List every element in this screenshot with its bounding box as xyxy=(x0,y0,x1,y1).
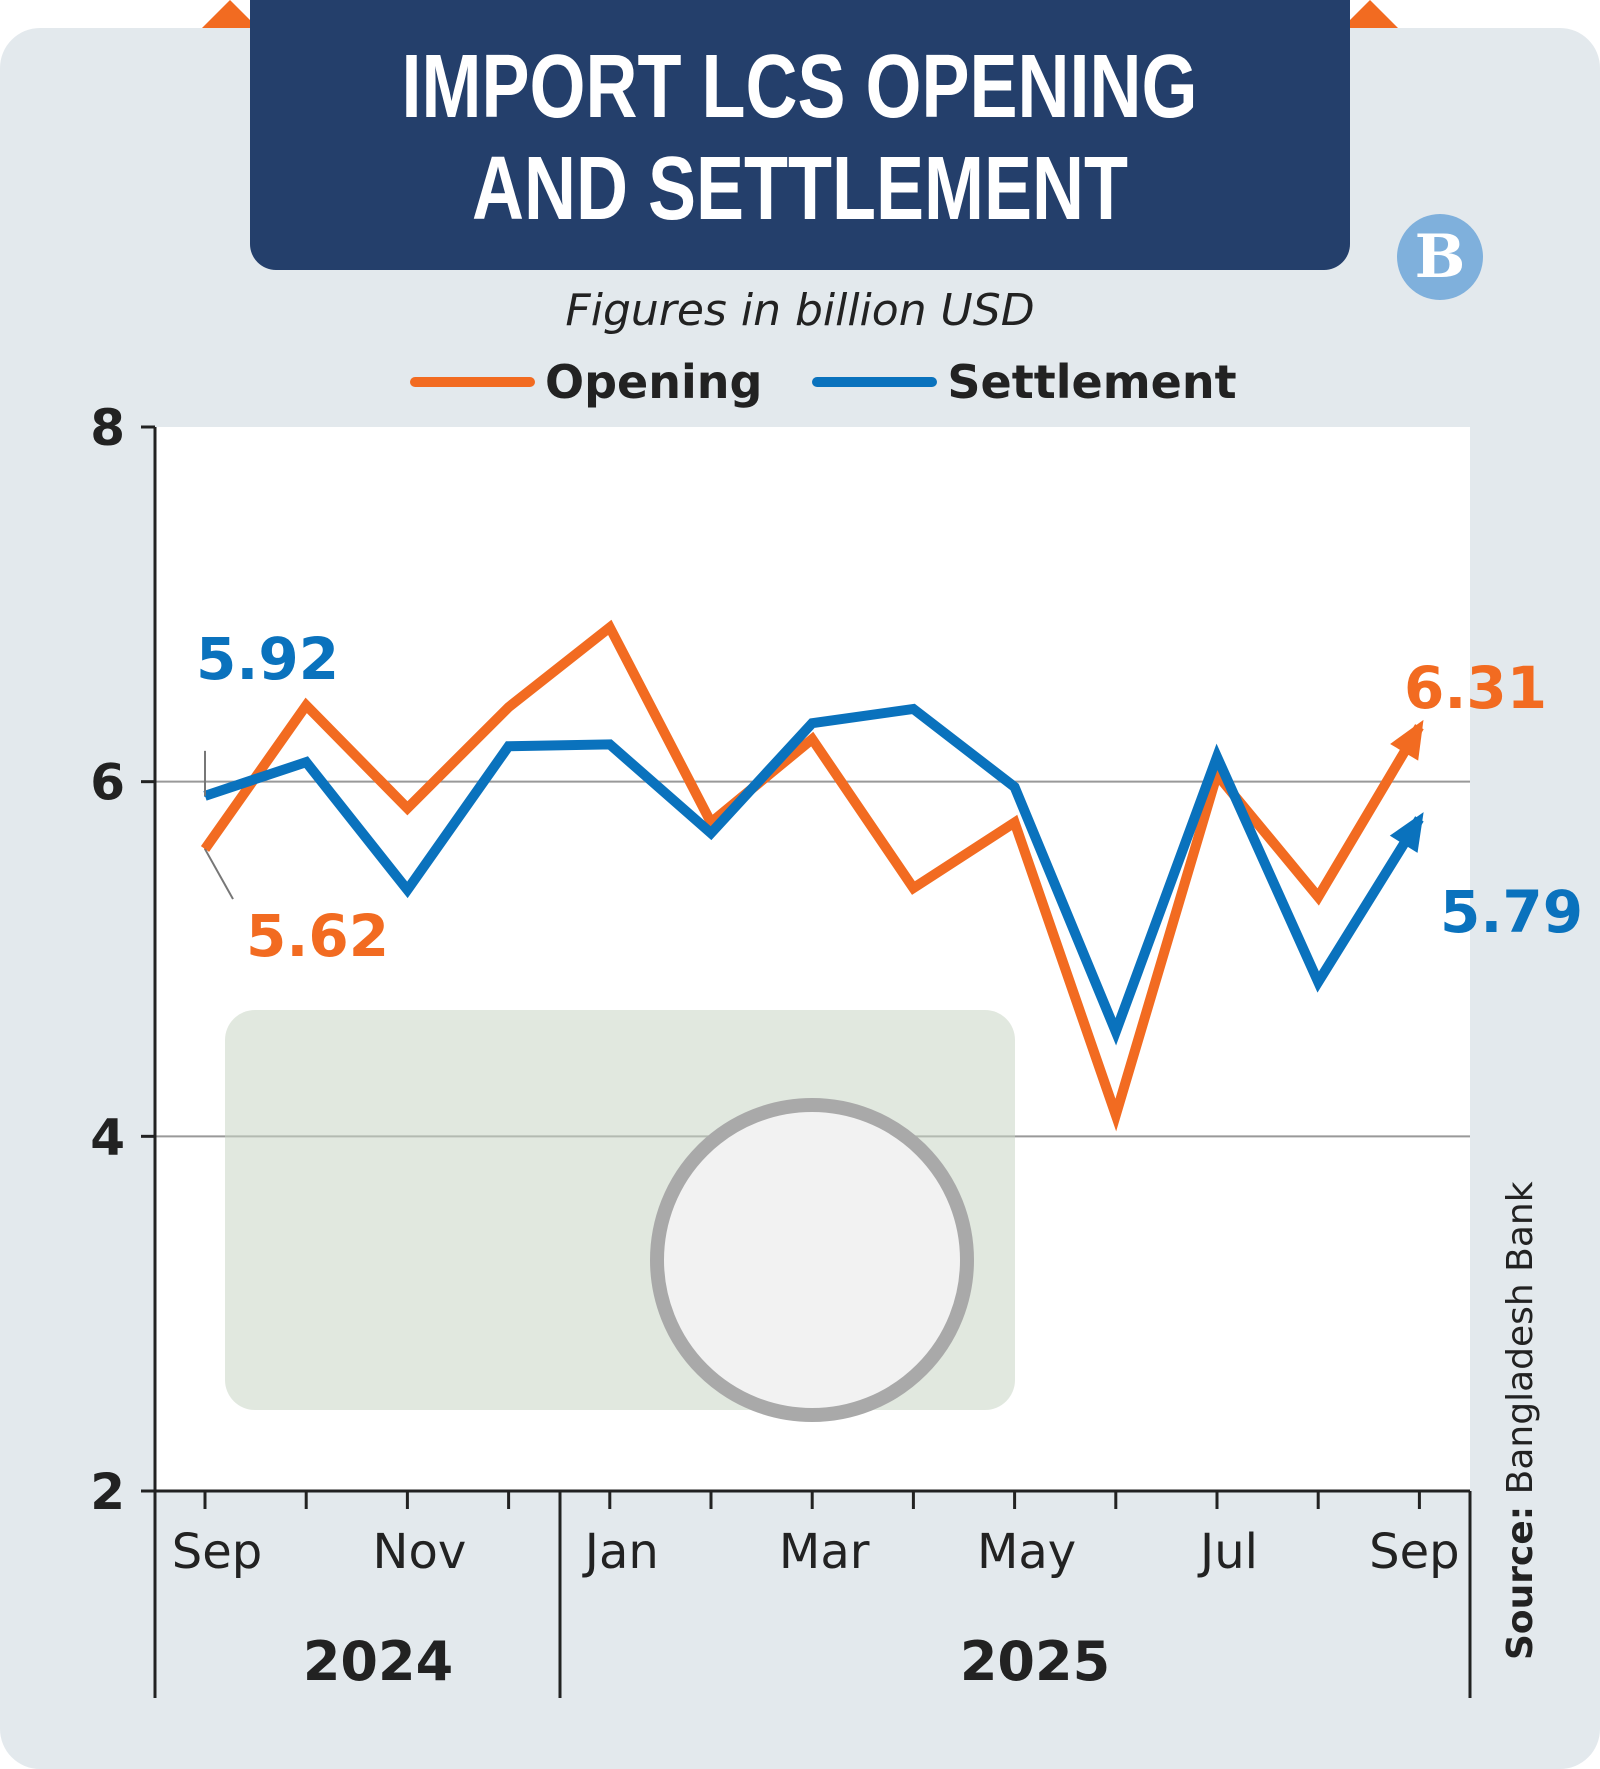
label-opening-start: 5.62 xyxy=(246,902,389,970)
title-line-2-row: AND SETTLEMENT xyxy=(250,138,1350,240)
data-point-settlement xyxy=(1013,785,1016,788)
data-point-opening xyxy=(406,807,409,810)
legend-label-settlement: Settlement xyxy=(947,355,1237,409)
data-point-settlement xyxy=(305,761,308,764)
corner-triangle-right xyxy=(1340,0,1400,30)
data-point-opening xyxy=(305,704,308,707)
data-point-settlement xyxy=(406,888,409,891)
arrowhead-opening xyxy=(1390,719,1424,761)
x-tick-label-2: Nov xyxy=(373,1524,467,1580)
data-point-settlement xyxy=(710,832,712,835)
x-tick-label-4: Jan xyxy=(582,1524,659,1580)
title-line-2: AND SETTLEMENT xyxy=(471,139,1128,239)
data-point-opening xyxy=(1114,1114,1117,1117)
y-tick-label-8: 8 xyxy=(90,399,125,457)
data-point-settlement xyxy=(1216,755,1218,758)
data-point-opening xyxy=(507,706,510,709)
source-note: Source: Bangladesh Bank xyxy=(1500,1181,1541,1660)
label-settlement-start: 5.92 xyxy=(196,625,339,693)
y-tick-label-2: 2 xyxy=(90,1463,125,1521)
x-tick-label-10: Jul xyxy=(1197,1524,1258,1580)
arrowhead-settlement xyxy=(1389,812,1424,853)
data-point-settlement xyxy=(507,745,510,748)
data-point-settlement xyxy=(1114,1030,1117,1033)
source-label: Source: xyxy=(1500,1505,1541,1660)
legend-item-settlement: Settlement xyxy=(812,355,1237,409)
x-tick-label-8: May xyxy=(977,1524,1076,1580)
title-line-1: IMPORT LCS OPENING xyxy=(401,37,1199,137)
title-line-1-row: IMPORT LCS OPENING xyxy=(250,36,1350,138)
data-point-opening xyxy=(1013,821,1016,824)
data-point-opening xyxy=(811,738,814,741)
label-settlement-end: 5.79 xyxy=(1440,878,1583,946)
tbs-logo: B xyxy=(1397,214,1483,300)
leader-opening-start xyxy=(204,848,234,900)
data-point-settlement xyxy=(1317,981,1320,984)
legend-label-opening: Opening xyxy=(545,355,763,409)
data-point-settlement xyxy=(912,707,915,710)
legend-swatch-opening xyxy=(410,377,535,387)
legend: Opening Settlement xyxy=(410,355,1287,409)
year-label-2025: 2025 xyxy=(960,1630,1110,1693)
y-tick-label-4: 4 xyxy=(90,1108,125,1166)
data-point-opening xyxy=(1317,895,1320,898)
chart-subtitle: Figures in billion USD xyxy=(565,285,1035,336)
data-point-opening xyxy=(608,626,611,629)
y-tick-label-6: 6 xyxy=(90,754,125,812)
legend-item-opening: Opening xyxy=(410,355,762,409)
x-tick-label-0: Sep xyxy=(172,1524,262,1580)
source-value: Bangladesh Bank xyxy=(1500,1181,1541,1495)
legend-swatch-settlement xyxy=(812,377,938,387)
x-tick-label-6: Mar xyxy=(779,1524,870,1580)
data-point-opening xyxy=(710,821,712,824)
data-point-opening xyxy=(912,887,915,890)
label-opening-end: 6.31 xyxy=(1404,654,1547,722)
x-tick-label-12: Sep xyxy=(1369,1524,1459,1580)
stopwatch-image xyxy=(650,1098,974,1422)
data-point-settlement xyxy=(608,743,611,746)
data-point-settlement xyxy=(811,722,814,725)
data-point-opening xyxy=(1216,773,1218,776)
title-banner: IMPORT LCS OPENING AND SETTLEMENT xyxy=(250,0,1350,270)
year-label-2024: 2024 xyxy=(303,1630,453,1693)
